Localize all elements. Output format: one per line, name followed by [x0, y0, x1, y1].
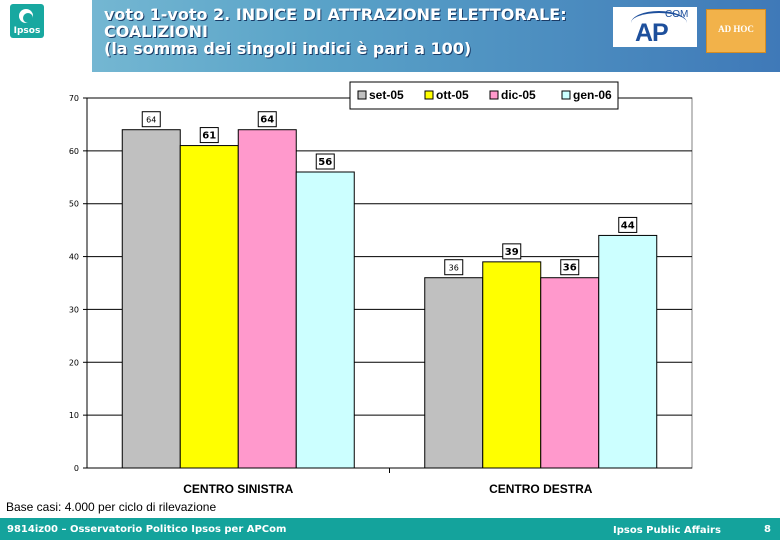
bar — [424, 277, 484, 469]
title-line-2: COALIZIONI — [104, 22, 208, 41]
data-label-box — [315, 153, 335, 170]
legend-swatch — [357, 90, 367, 100]
data-label: 64 — [146, 116, 156, 125]
y-tick-label: 70 — [69, 94, 79, 103]
adhoc-logo-text: AD HOC — [718, 24, 754, 34]
legend-label: ott-05 — [436, 88, 469, 102]
legend-swatch — [561, 90, 571, 100]
legend-label: dic-05 — [501, 88, 536, 102]
bar — [540, 277, 600, 469]
y-tick-label: 50 — [69, 200, 79, 209]
data-label-box — [199, 127, 219, 144]
data-label: 44 — [621, 220, 635, 231]
adhoc-logo: AD HOC — [706, 9, 766, 53]
data-label-box — [618, 216, 638, 233]
apcom-logo: COM AP — [613, 7, 697, 47]
data-label-box — [502, 243, 522, 260]
bar — [237, 129, 297, 469]
data-label-box — [560, 259, 580, 276]
data-label: 36 — [563, 263, 577, 274]
title-line-3: (la somma dei singoli indici è pari a 10… — [104, 39, 472, 58]
bar — [121, 129, 181, 469]
y-tick-label: 0 — [74, 464, 79, 473]
legend-label: set-05 — [369, 88, 404, 102]
data-label: 36 — [449, 264, 459, 273]
legend-swatch — [424, 90, 434, 100]
legend-box — [349, 81, 619, 110]
bar — [295, 171, 355, 469]
base-note: Base casi: 4.000 per ciclo di rilevazion… — [6, 500, 217, 514]
y-tick-label: 60 — [69, 147, 79, 156]
data-label-box — [444, 259, 464, 276]
y-tick-label: 30 — [69, 305, 79, 314]
header-bar: Ipsos voto 1-voto 2. INDICE DI ATTRAZION… — [0, 0, 780, 72]
apcom-logo-sub: COM — [665, 9, 689, 20]
ipsos-logo: Ipsos — [10, 4, 44, 38]
bar — [482, 261, 542, 469]
y-tick-label: 10 — [69, 411, 79, 420]
bar-chart: 0 10 20 30 40 50 60 70 64 61 64 56 CENTRO SINISTRA 36… — [69, 81, 693, 496]
y-tick-label: 40 — [69, 253, 79, 262]
data-label-box — [257, 111, 277, 128]
ipsos-logo-box: Ipsos — [0, 0, 92, 72]
footer-left-text: 9814iz00 – Osservatorio Politico Ipsos p… — [7, 524, 287, 535]
bar — [179, 145, 239, 469]
title-line-1: voto 1-voto 2. INDICE DI ATTRAZIONE ELET… — [104, 5, 567, 24]
apcom-logo-text: AP — [635, 19, 669, 47]
page-number: 8 — [764, 524, 771, 535]
footer-bar: 9814iz00 – Osservatorio Politico Ipsos p… — [0, 518, 780, 540]
data-label-box — [141, 111, 161, 128]
footer-right-text: Ipsos Public Affairs — [613, 525, 721, 536]
data-label: 56 — [318, 157, 332, 168]
data-label: 64 — [260, 115, 274, 126]
slide-title: voto 1-voto 2. INDICE DI ATTRAZIONE ELET… — [104, 6, 614, 57]
data-label: 39 — [505, 247, 519, 258]
x-category-label: CENTRO SINISTRA — [183, 482, 293, 496]
x-category-label: CENTRO DESTRA — [489, 482, 593, 496]
legend-label: gen-06 — [573, 88, 612, 102]
legend-swatch — [489, 90, 499, 100]
data-label: 61 — [202, 131, 216, 142]
bar — [598, 234, 658, 469]
y-tick-label: 20 — [69, 358, 79, 367]
ipsos-logo-text: Ipsos — [13, 26, 41, 36]
